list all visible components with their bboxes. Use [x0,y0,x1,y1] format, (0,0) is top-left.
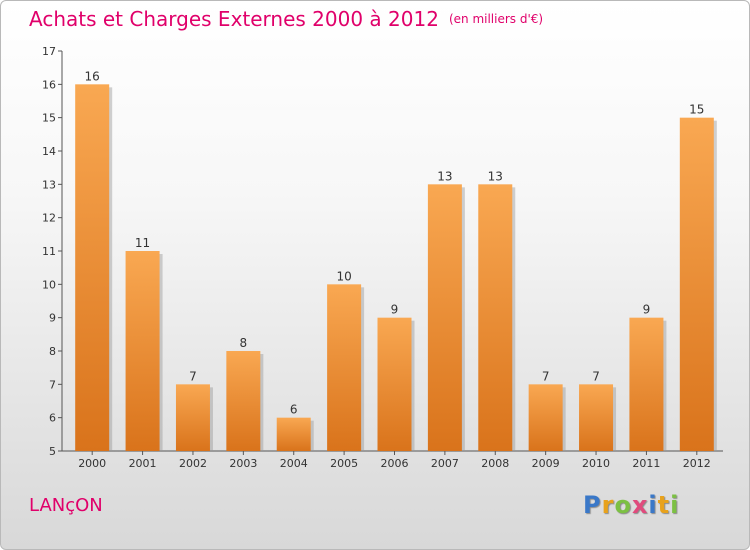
bar-value-label: 13 [437,169,452,183]
x-tick-label: 2005 [330,457,358,470]
bar-value-label: 9 [391,303,399,317]
y-tick-label: 17 [42,45,56,58]
bar-value-label: 16 [85,69,100,83]
y-tick-label: 14 [42,145,56,158]
logo-letter: P [583,491,602,519]
bar [528,384,563,451]
logo-letter: i [648,491,658,519]
x-tick-label: 2004 [280,457,308,470]
logo-letter: o [614,491,632,519]
x-tick-label: 2001 [129,457,157,470]
bar-value-label: 11 [135,236,150,250]
chart-title-text: Achats et Charges Externes 2000 à 2012 [29,7,439,31]
logo-letter: t [657,491,671,519]
y-tick-label: 5 [49,445,56,458]
y-tick-label: 15 [42,112,56,125]
bar [226,351,261,451]
x-tick-label: 2011 [632,457,660,470]
logo-letter: r [601,491,615,519]
y-tick-label: 8 [49,345,56,358]
logo-letter: x [631,491,649,519]
bar [377,317,412,451]
bar [679,117,714,452]
bar [629,317,664,451]
bar [75,84,110,451]
y-tick-label: 11 [42,245,56,258]
bar-value-label: 13 [488,169,503,183]
bar [276,417,311,451]
y-tick-label: 6 [49,412,56,425]
x-tick-label: 2003 [229,457,257,470]
chart-title: Achats et Charges Externes 2000 à 2012 (e… [29,7,543,31]
bar [125,251,160,451]
y-tick-label: 9 [49,312,56,325]
x-tick-label: 2002 [179,457,207,470]
bar [327,284,362,451]
logo-letter: i [670,491,680,519]
y-tick-label: 7 [49,378,56,391]
place-name: LANçON [29,495,103,516]
bar-value-label: 7 [189,369,197,383]
bar-value-label: 10 [336,269,351,283]
bar-value-label: 15 [689,103,704,117]
bar-value-label: 7 [542,369,550,383]
y-tick-label: 12 [42,212,56,225]
bar-value-label: 7 [592,369,600,383]
bar [478,184,513,452]
bar [427,184,462,452]
bar-value-label: 6 [290,403,298,417]
bar-value-label: 8 [240,336,248,350]
x-tick-label: 2008 [481,457,509,470]
x-tick-label: 2006 [381,457,409,470]
x-tick-label: 2009 [532,457,560,470]
x-tick-label: 2010 [582,457,610,470]
y-tick-label: 10 [42,278,56,291]
y-tick-label: 13 [42,178,56,191]
bar-value-label: 9 [643,303,651,317]
bar [579,384,614,451]
chart-unit: (en milliers d'€) [448,12,544,26]
x-tick-label: 2007 [431,457,459,470]
x-tick-label: 2000 [78,457,106,470]
bar [175,384,210,451]
y-tick-label: 16 [42,78,56,91]
proxiti-logo: Proxiti [583,491,679,519]
x-tick-label: 2012 [683,457,711,470]
